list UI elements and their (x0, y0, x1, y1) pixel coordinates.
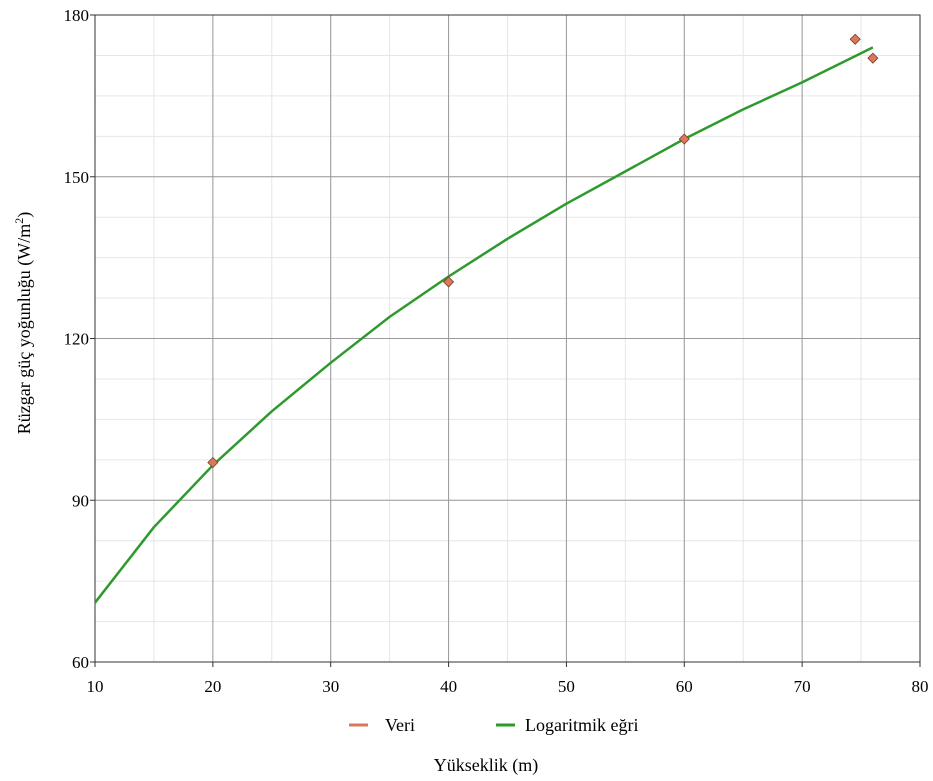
y-tick-label: 90 (72, 491, 89, 510)
x-tick-label: 60 (676, 677, 693, 696)
x-axis-ticks: 10 20 30 40 50 60 70 80 (87, 662, 929, 696)
x-tick-label: 40 (440, 677, 457, 696)
x-axis-title: Yükseklik (m) (434, 755, 538, 776)
y-axis-title-main: Rüzgar güç yoğunluğu (W/m (14, 224, 35, 434)
y-axis-ticks: 60 90 120 150 180 (64, 6, 95, 672)
y-axis-title-close: ) (14, 212, 35, 218)
data-point-veri (678, 133, 690, 145)
data-point-veri (867, 52, 879, 64)
legend-label-veri: Veri (385, 715, 415, 735)
data-point-veri (207, 456, 219, 469)
y-axis-title-sup: 2 (12, 218, 26, 224)
y-tick-label: 180 (64, 6, 90, 25)
y-tick-label: 60 (72, 653, 89, 672)
legend: Veri Logaritmik eğri (349, 715, 638, 735)
y-tick-label: 120 (64, 330, 90, 349)
x-tick-label: 70 (794, 677, 811, 696)
x-tick-label: 50 (558, 677, 575, 696)
series-line-logaritmik (94, 46, 874, 604)
x-tick-label: 30 (322, 677, 339, 696)
data-point-veri (849, 33, 861, 45)
x-tick-label: 80 (912, 677, 929, 696)
x-tick-label: 20 (204, 677, 221, 696)
major-grid (95, 15, 920, 662)
series-layer (94, 33, 879, 604)
legend-label-log: Logaritmik eğri (525, 715, 638, 735)
y-axis-title: Rüzgar güç yoğunluğu (W/m2) (12, 212, 35, 434)
y-tick-label: 150 (64, 168, 90, 187)
data-point-veri (443, 276, 455, 288)
x-tick-label: 10 (87, 677, 104, 696)
